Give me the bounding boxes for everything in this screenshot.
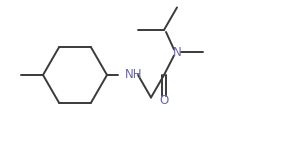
Text: O: O: [159, 94, 169, 108]
Text: NH: NH: [125, 69, 142, 81]
Text: N: N: [173, 46, 181, 59]
